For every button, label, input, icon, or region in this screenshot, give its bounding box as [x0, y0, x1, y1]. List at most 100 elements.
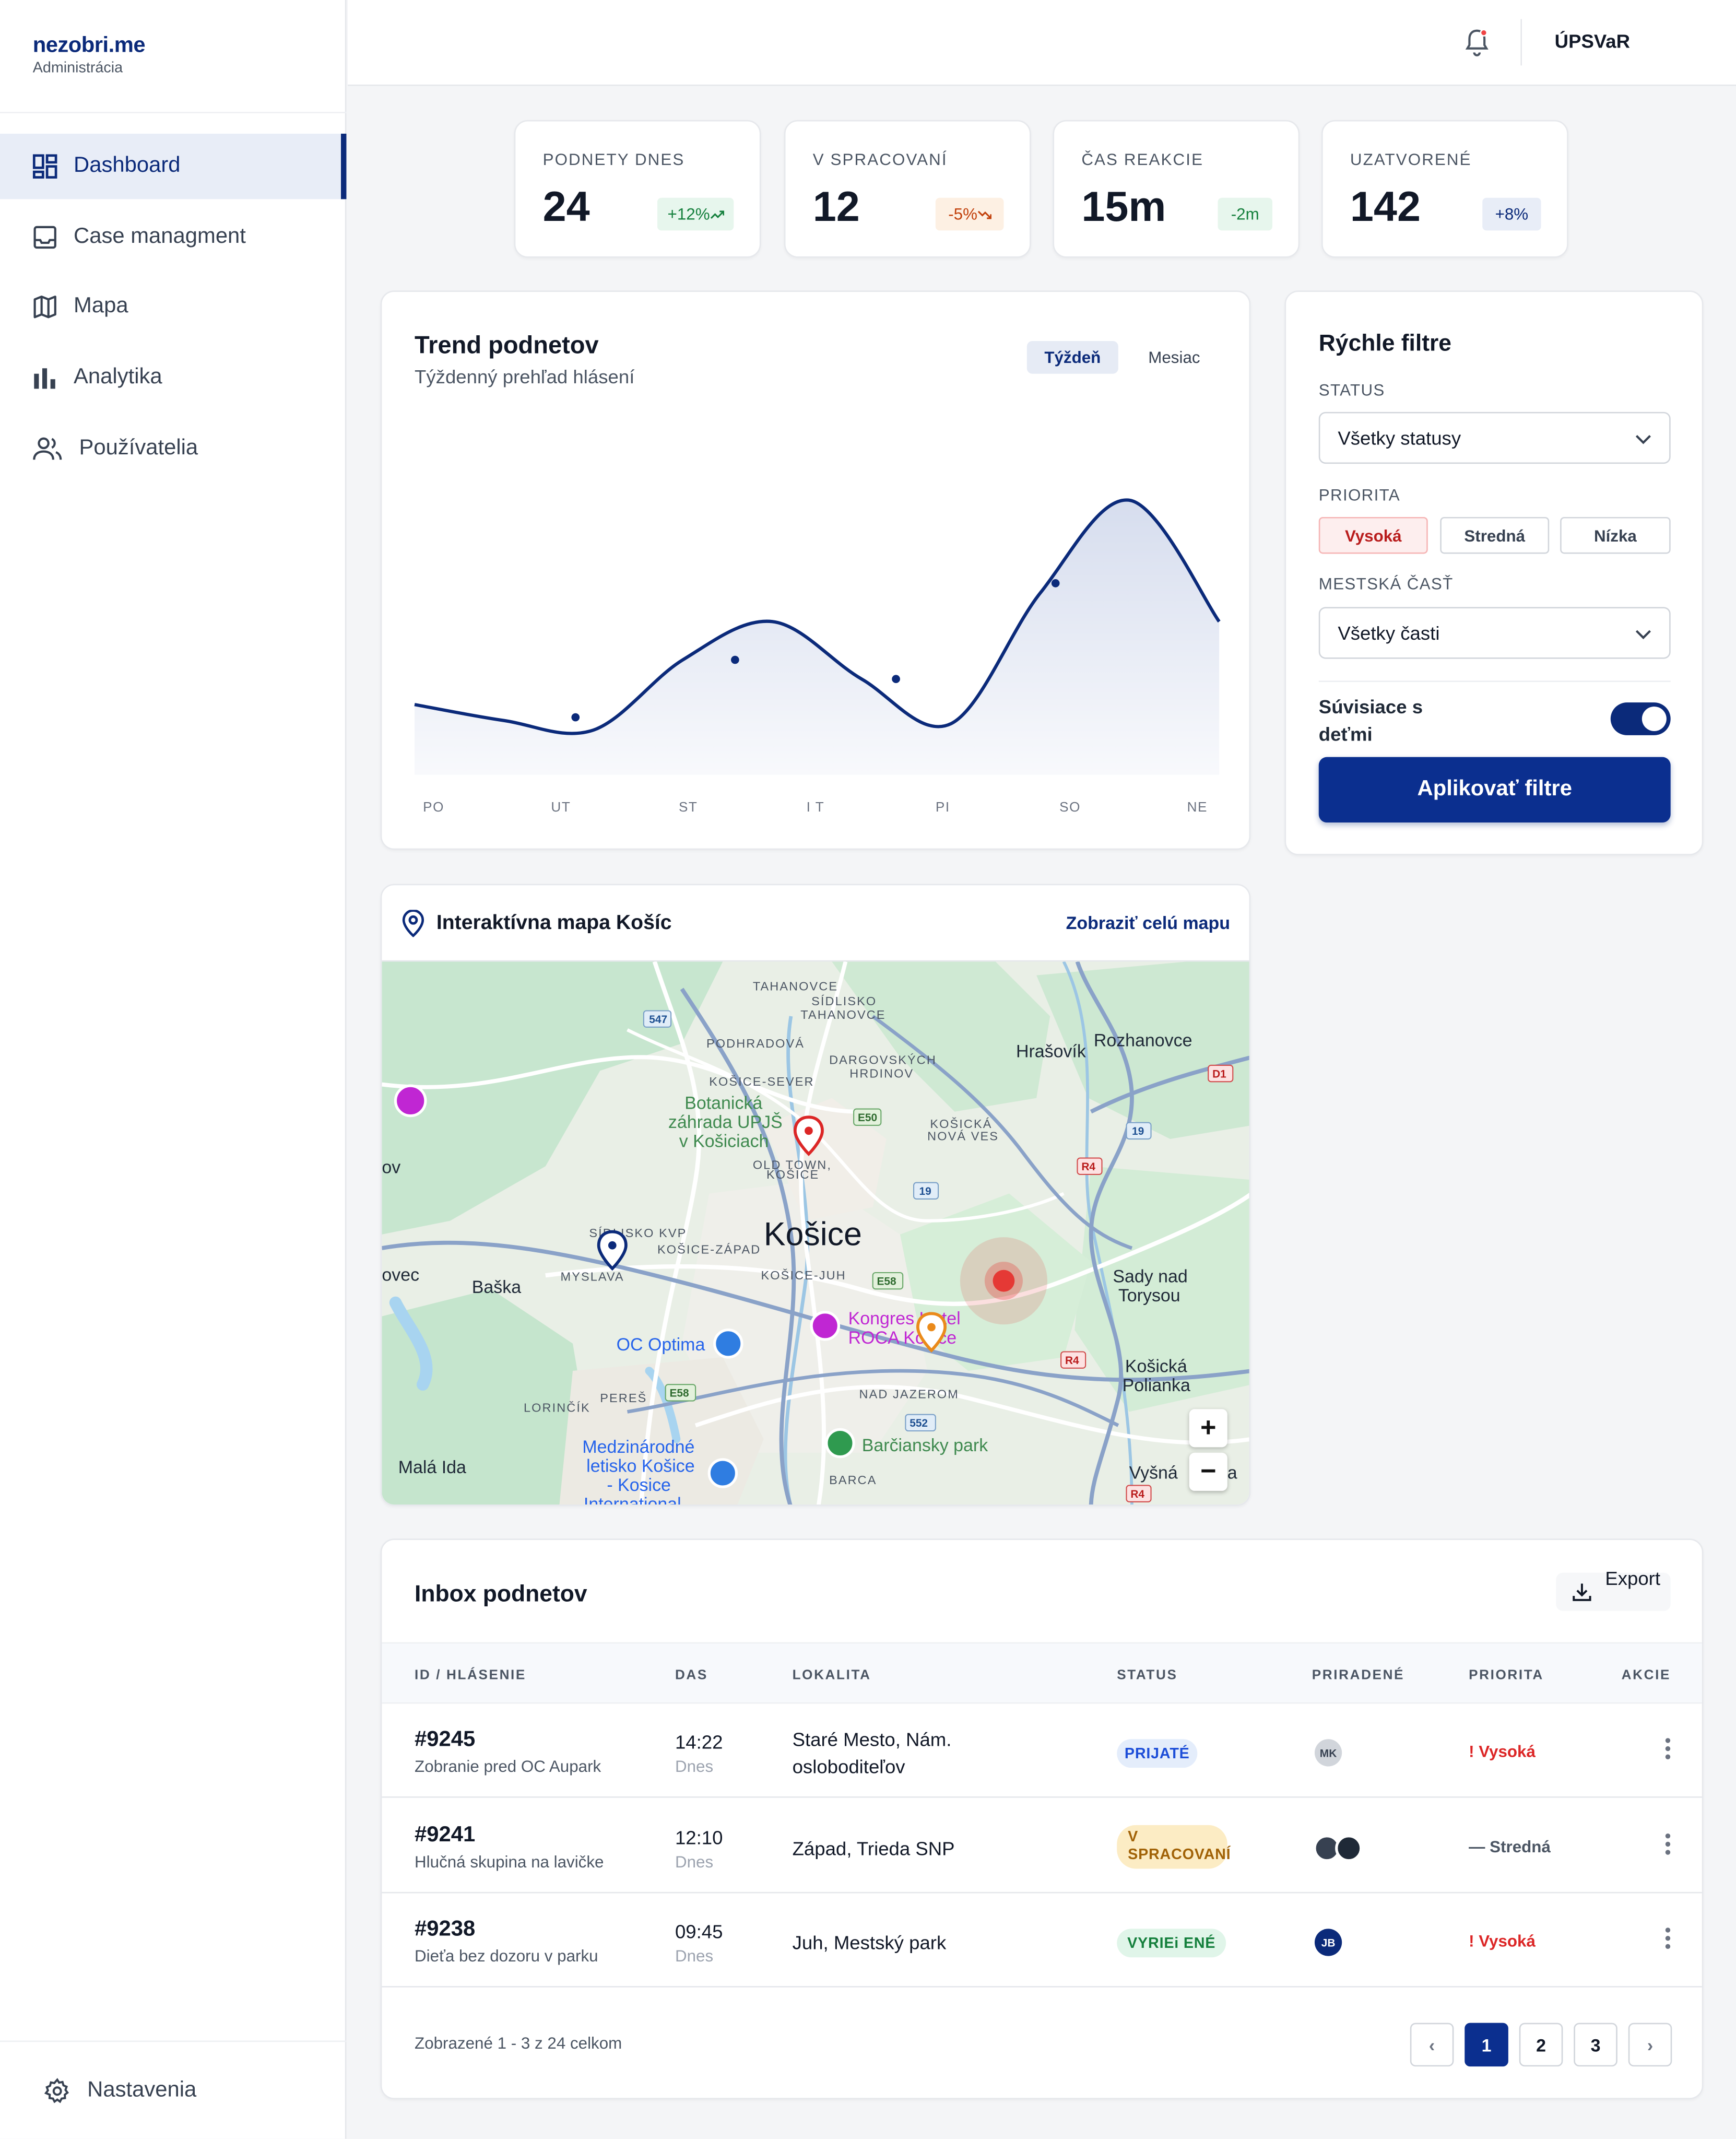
district-select-value: Všetky časti [1338, 622, 1440, 644]
sidebar-item-mapa[interactable]: Mapa [0, 275, 346, 340]
map-label: Rozhanovce [1094, 1030, 1192, 1050]
data-point[interactable] [731, 655, 739, 664]
map-label: KOŠICKÁ [930, 1116, 992, 1131]
sidebar-item-pouzivatelia[interactable]: Používatelia [0, 416, 346, 481]
map-view[interactable]: 547 E50 19 D1 R4 19 E58 R4 E58 552 R4 TA… [382, 961, 1250, 1506]
export-button[interactable]: Export [1556, 1567, 1671, 1611]
report-desc: Zobranie pred OC Aupark [415, 1757, 601, 1776]
shopping-icon [713, 1329, 743, 1359]
trend-line [414, 498, 1221, 735]
map-label: KOŠICE-SEVER [709, 1074, 814, 1088]
poi-icon [394, 1084, 427, 1118]
district-select[interactable]: Všetky časti [1318, 607, 1671, 659]
data-point[interactable] [892, 675, 900, 684]
priority-option-vysoka[interactable]: Vysoká [1318, 516, 1428, 554]
children-toggle-label: Súvisiace s deťmi [1318, 696, 1423, 745]
pagination-page-2[interactable]: 2 [1519, 2023, 1563, 2067]
sidebar-item-label: Používatelia [79, 436, 198, 460]
report-location: Západ, Trieda SNP [792, 1837, 955, 1860]
stat-delta-text: -5% [948, 204, 977, 224]
map-label: International [584, 1494, 681, 1506]
stat-delta-text: +12% [667, 204, 710, 224]
road-label: 552 [910, 1417, 928, 1429]
avatar: JB [1314, 1929, 1342, 1956]
map-label: OC Optima [617, 1335, 705, 1355]
trend-card: PO UT ST I T PI SO NE Trend podnetov Týždenný … [380, 290, 1251, 850]
settings-label: Nastavenia [87, 2078, 197, 2101]
stat-card-cas-reakcie: ČAS REAKCIE 15m -2m [1053, 120, 1300, 258]
topbar-divider [1520, 19, 1522, 66]
map-label: v Košiciach [679, 1132, 769, 1151]
map-label: DARGOVSKÝCH [829, 1053, 937, 1066]
location-line: Staré Mesto, Nám. [792, 1728, 952, 1750]
report-time: 14:22 [675, 1731, 723, 1753]
report-desc: Dieťa bez dozoru v parku [415, 1946, 598, 1966]
x-tick-label: SO [1059, 799, 1081, 815]
sidebar-item-case-management[interactable]: Case managment [0, 204, 346, 269]
trend-up-icon [710, 210, 724, 218]
data-point[interactable] [1051, 579, 1060, 587]
road-label: E50 [858, 1112, 877, 1124]
red-pin-icon[interactable] [793, 1115, 824, 1156]
show-full-map-link[interactable]: Zobraziť celú mapu [1066, 912, 1231, 933]
tab-mesiac[interactable]: Mesiac [1148, 348, 1200, 367]
map-label: letisko Košice [586, 1456, 695, 1476]
download-icon [1573, 1583, 1591, 1601]
report-day: Dnes [675, 1946, 714, 1966]
zoom-out-button[interactable]: − [1189, 1452, 1227, 1491]
app-subtitle: Administrácia [32, 60, 123, 77]
blue-pin-icon[interactable] [597, 1230, 628, 1271]
airport-icon [707, 1458, 738, 1488]
road-label: E58 [877, 1276, 896, 1288]
map-label: záhrada UPJŠ [668, 1112, 783, 1132]
sidebar-item-analytika[interactable]: Analytika [0, 345, 346, 410]
priority-option-stredna[interactable]: Stredná [1440, 516, 1550, 554]
user-name[interactable]: ÚPSVaR [1554, 30, 1630, 52]
map-label: PEREŠ [600, 1391, 647, 1405]
stat-card-spracovanie: V SPRACOVANÍ 12 -5% [784, 120, 1031, 258]
zoom-in-button[interactable]: + [1189, 1409, 1227, 1448]
pagination-page-3[interactable]: 3 [1574, 2023, 1617, 2067]
stat-label: PODNETY DNES [542, 150, 685, 169]
location-line: osloboditeľov [792, 1755, 905, 1778]
priority-option-nizka[interactable]: Nízka [1560, 516, 1671, 554]
sidebar-item-dashboard[interactable]: Dashboard [0, 133, 347, 199]
chevron-down-icon [1635, 630, 1651, 640]
status-select[interactable]: Všetky statusy [1318, 412, 1671, 464]
pagination-prev-button[interactable]: ‹ [1410, 2023, 1454, 2067]
inbox-title: Inbox podnetov [415, 1581, 587, 1607]
children-toggle[interactable] [1610, 702, 1671, 735]
users-icon [33, 437, 62, 460]
more-actions-icon[interactable] [1664, 1736, 1672, 1761]
table-row[interactable]: #9238 Dieťa bez dozoru v parku 09:45 Dne… [382, 1893, 1702, 1988]
orange-pin-icon[interactable] [916, 1312, 947, 1353]
apply-filters-button[interactable]: Aplikovať filtre [1318, 757, 1671, 823]
map-label: NOVÁ VES [927, 1130, 999, 1143]
map-label: Malá Ida [398, 1458, 466, 1477]
map-label: ovec [382, 1265, 419, 1285]
trend-area [415, 500, 1220, 775]
map-label: ov [382, 1157, 400, 1177]
district-label: MESTSKÁ ČASŤ [1318, 574, 1454, 594]
map-label: LORINČÍK [524, 1400, 591, 1414]
more-actions-icon[interactable] [1664, 1832, 1672, 1856]
map-label: a [1227, 1463, 1237, 1483]
divider [1318, 680, 1671, 682]
tab-tyzden[interactable]: Týždeň [1026, 341, 1118, 374]
bell-icon[interactable] [1463, 27, 1491, 57]
table-row[interactable]: #9241 Hlučná skupina na lavičke 12:10 Dn… [382, 1799, 1702, 1894]
more-actions-icon[interactable] [1664, 1926, 1672, 1950]
incident-dot[interactable] [993, 1270, 1015, 1292]
map-label: MYSLAVA [561, 1270, 624, 1284]
stat-delta: -2m [1218, 197, 1272, 231]
table-row[interactable]: #9245 Zobranie pred OC Aupark 14:22 Dnes… [382, 1703, 1702, 1798]
data-point[interactable] [571, 713, 580, 722]
road-label: 19 [1132, 1125, 1144, 1137]
road-label: D1 [1212, 1068, 1226, 1080]
stat-card-podnety: PODNETY DNES 24 +12% [514, 120, 761, 258]
pagination-next-button[interactable]: › [1628, 2023, 1672, 2067]
pagination-page-1[interactable]: 1 [1465, 2023, 1508, 2067]
report-location: Juh, Mestský park [792, 1931, 947, 1954]
map-label: Medzinárodné [582, 1437, 694, 1457]
settings-link[interactable]: Nastavenia [0, 2040, 347, 2139]
